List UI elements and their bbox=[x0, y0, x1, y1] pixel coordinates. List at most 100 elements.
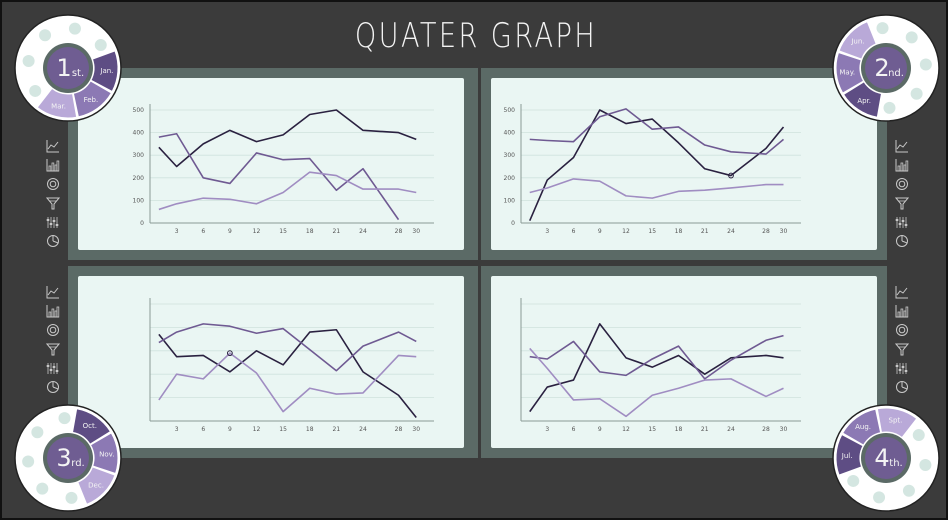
line-chart-icon[interactable] bbox=[895, 138, 909, 153]
decor-dot bbox=[36, 482, 49, 495]
month-segment[interactable] bbox=[835, 433, 864, 476]
x-tick-label: 6 bbox=[572, 426, 576, 433]
quarter-number: 3 bbox=[56, 444, 71, 472]
x-tick-label: 28 bbox=[762, 228, 770, 235]
decor-dot bbox=[883, 101, 896, 114]
quarter-suffix: th. bbox=[889, 458, 902, 469]
month-segment[interactable] bbox=[90, 50, 119, 93]
donut-chart-icon[interactable] bbox=[895, 322, 909, 336]
icon-column-right-top bbox=[894, 138, 913, 252]
quarter-number: 4 bbox=[874, 444, 889, 472]
quarter-badge-2[interactable]: Apr. May. Jun. 2 nd. bbox=[832, 14, 940, 122]
month-segment[interactable] bbox=[77, 466, 116, 506]
x-tick-label: 15 bbox=[648, 228, 656, 235]
x-tick-label: 18 bbox=[306, 426, 314, 433]
equalizer-icon[interactable] bbox=[895, 214, 909, 228]
month-label: Mar. bbox=[51, 102, 66, 110]
line-chart-icon[interactable] bbox=[895, 284, 909, 299]
page-title: QUATER GRAPH bbox=[354, 16, 598, 56]
decor-dot bbox=[58, 412, 71, 425]
month-segment[interactable] bbox=[842, 81, 883, 118]
line-chart-icon[interactable] bbox=[46, 284, 60, 299]
x-tick-label: 18 bbox=[306, 228, 314, 235]
funnel-icon[interactable] bbox=[45, 341, 61, 356]
equalizer-icon[interactable] bbox=[46, 360, 60, 374]
chart-panel-q1: 3 6 9 12 15 18 21 24 28 30 0 100 200 300 400 500 bbox=[78, 78, 464, 250]
month-segment[interactable] bbox=[835, 51, 865, 94]
x-tick-label: 3 bbox=[175, 426, 179, 433]
month-segment[interactable] bbox=[71, 408, 112, 445]
series-line-2 bbox=[158, 132, 400, 221]
x-tick-label: 24 bbox=[359, 426, 367, 433]
pie-chart-icon[interactable] bbox=[46, 379, 60, 393]
chart-panel-q2: 3 6 9 12 15 18 21 24 28 30 0 100 200 300 400 500 bbox=[491, 78, 877, 250]
x-tick-label: 30 bbox=[412, 426, 420, 433]
month-label: Aug. bbox=[855, 423, 871, 431]
pie-chart-icon[interactable] bbox=[895, 379, 909, 393]
series-line-1 bbox=[529, 323, 784, 413]
line-chart-icon[interactable] bbox=[46, 138, 60, 153]
icon-column-right-bottom bbox=[894, 284, 913, 398]
quarter-number: 1 bbox=[56, 54, 71, 82]
chart-panel-q3: 3 6 9 12 15 18 21 24 28 30 bbox=[78, 276, 464, 448]
month-segment[interactable] bbox=[36, 87, 78, 119]
month-segment[interactable] bbox=[72, 80, 112, 118]
y-tick-label: 100 bbox=[504, 197, 516, 204]
bar-chart-icon[interactable] bbox=[46, 303, 60, 318]
month-segment[interactable] bbox=[838, 20, 877, 60]
decor-dot bbox=[902, 484, 915, 497]
x-tick-label: 12 bbox=[253, 228, 261, 235]
x-tick-label: 21 bbox=[333, 228, 341, 235]
donut-chart-icon[interactable] bbox=[895, 176, 909, 190]
x-tick-label: 6 bbox=[572, 228, 576, 235]
y-tick-label: 200 bbox=[133, 175, 145, 182]
line-chart-q4: 3 6 9 12 15 18 21 24 28 30 bbox=[520, 298, 801, 433]
decor-dot bbox=[22, 455, 35, 468]
series-line-3 bbox=[158, 352, 417, 413]
x-tick-label: 9 bbox=[228, 228, 232, 235]
equalizer-icon[interactable] bbox=[895, 360, 909, 374]
pie-chart-icon[interactable] bbox=[46, 233, 60, 247]
x-tick-label: 12 bbox=[622, 228, 630, 235]
x-tick-label: 6 bbox=[201, 426, 205, 433]
bar-chart-icon[interactable] bbox=[895, 157, 909, 172]
bar-chart-icon[interactable] bbox=[895, 303, 909, 318]
y-tick-label: 0 bbox=[511, 220, 515, 227]
x-tick-label: 28 bbox=[762, 426, 770, 433]
funnel-icon[interactable] bbox=[894, 195, 910, 210]
donut-chart-icon[interactable] bbox=[46, 322, 60, 336]
y-tick-label: 500 bbox=[504, 107, 516, 114]
decor-dot bbox=[39, 29, 52, 42]
series-line-1 bbox=[158, 328, 417, 418]
equalizer-icon[interactable] bbox=[46, 214, 60, 228]
series-line-2 bbox=[529, 108, 785, 155]
donut-chart-icon[interactable] bbox=[46, 176, 60, 190]
quarter-badge-3[interactable]: Oct. Nov. Dec. 3 rd. bbox=[14, 404, 122, 512]
y-tick-label: 500 bbox=[133, 107, 145, 114]
x-tick-label: 15 bbox=[279, 228, 287, 235]
decor-dot bbox=[919, 58, 932, 71]
quarter-badge-4[interactable]: Jul. Aug. Spt. 4 th. bbox=[832, 404, 940, 512]
series-line-1 bbox=[529, 109, 785, 222]
quarter-badge-4-graphic: Jul. Aug. Spt. 4 th. bbox=[832, 404, 940, 512]
series-line-3 bbox=[529, 178, 784, 199]
month-label: May. bbox=[839, 69, 855, 77]
x-tick-label: 21 bbox=[333, 426, 341, 433]
funnel-icon[interactable] bbox=[45, 195, 61, 210]
decor-dot bbox=[876, 22, 889, 35]
badge-center bbox=[47, 437, 89, 479]
y-tick-label: 200 bbox=[504, 175, 516, 182]
line-chart-q3: 3 6 9 12 15 18 21 24 28 30 bbox=[149, 298, 434, 433]
month-segment[interactable] bbox=[842, 408, 882, 446]
month-label: Jun. bbox=[850, 37, 864, 45]
x-tick-label: 21 bbox=[701, 426, 709, 433]
quarter-badge-1[interactable]: Jan. Feb. Mar. 1 st. bbox=[14, 14, 122, 122]
bar-chart-icon[interactable] bbox=[46, 157, 60, 172]
x-tick-label: 3 bbox=[545, 426, 549, 433]
month-segment[interactable] bbox=[89, 432, 119, 475]
month-segment[interactable] bbox=[876, 407, 918, 439]
funnel-icon[interactable] bbox=[894, 341, 910, 356]
pie-chart-icon[interactable] bbox=[895, 233, 909, 247]
